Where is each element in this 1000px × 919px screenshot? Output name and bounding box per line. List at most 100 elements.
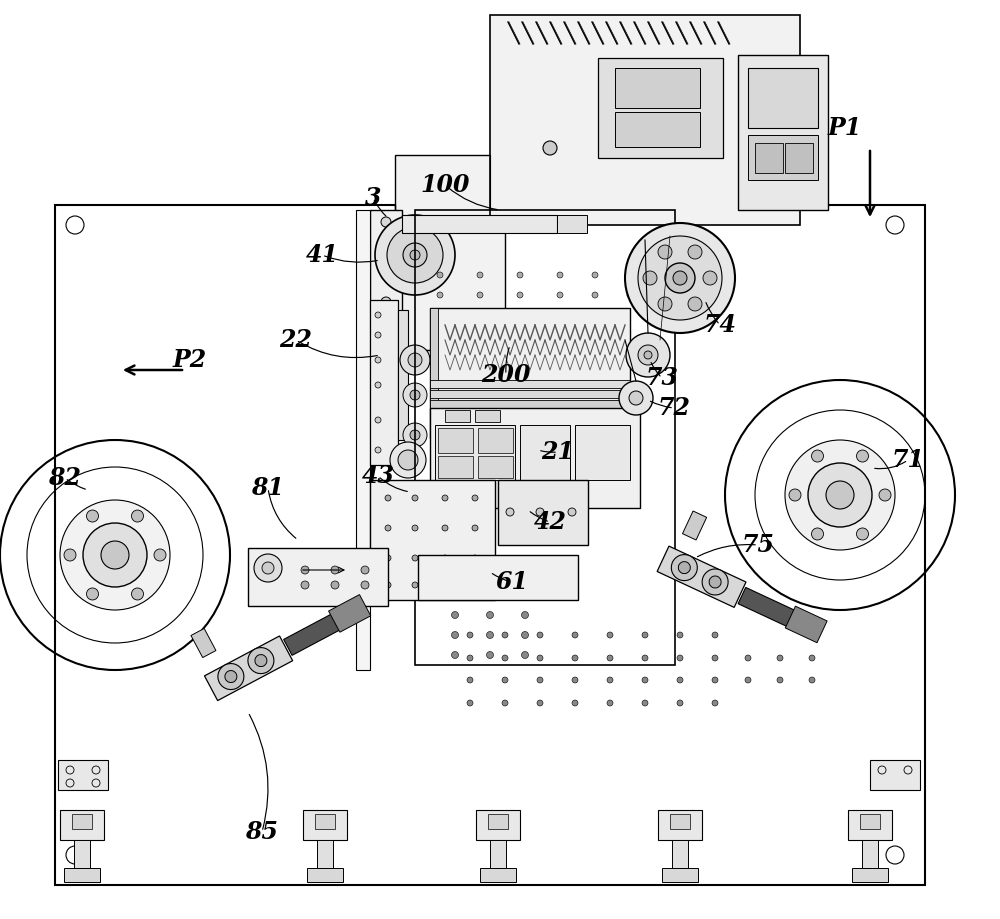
Circle shape bbox=[410, 250, 420, 260]
Circle shape bbox=[477, 292, 483, 298]
Bar bbox=[615, 68, 700, 108]
Text: 43: 43 bbox=[362, 464, 394, 488]
Circle shape bbox=[777, 677, 783, 683]
Circle shape bbox=[385, 525, 391, 531]
Circle shape bbox=[671, 554, 697, 581]
Circle shape bbox=[607, 677, 613, 683]
Circle shape bbox=[390, 442, 426, 478]
Bar bbox=[435, 425, 515, 480]
Circle shape bbox=[442, 582, 448, 588]
Circle shape bbox=[400, 345, 430, 375]
Bar bbox=[307, 868, 343, 882]
Bar bbox=[860, 814, 880, 829]
Bar bbox=[615, 112, 700, 147]
Bar bbox=[520, 425, 570, 480]
Bar bbox=[478, 428, 513, 453]
Circle shape bbox=[537, 677, 543, 683]
Bar bbox=[58, 760, 108, 790]
Circle shape bbox=[486, 652, 494, 659]
Circle shape bbox=[218, 664, 244, 689]
Bar bbox=[370, 480, 495, 600]
Circle shape bbox=[557, 272, 563, 278]
Bar bbox=[658, 810, 702, 840]
Text: 71: 71 bbox=[892, 448, 924, 472]
Circle shape bbox=[808, 463, 872, 527]
Circle shape bbox=[658, 245, 672, 259]
Circle shape bbox=[225, 671, 237, 683]
Circle shape bbox=[262, 562, 274, 574]
Circle shape bbox=[572, 655, 578, 661]
Text: P1: P1 bbox=[828, 116, 862, 140]
Circle shape bbox=[607, 632, 613, 638]
Circle shape bbox=[688, 297, 702, 311]
Circle shape bbox=[452, 611, 458, 618]
Circle shape bbox=[812, 450, 824, 462]
Circle shape bbox=[789, 489, 801, 501]
Text: 100: 100 bbox=[420, 173, 470, 197]
Circle shape bbox=[856, 528, 868, 540]
Circle shape bbox=[809, 677, 815, 683]
Circle shape bbox=[375, 312, 381, 318]
Circle shape bbox=[643, 271, 657, 285]
Circle shape bbox=[537, 655, 543, 661]
Circle shape bbox=[536, 508, 544, 516]
Circle shape bbox=[592, 272, 598, 278]
Circle shape bbox=[467, 700, 473, 706]
Bar bbox=[356, 210, 370, 670]
Bar bbox=[418, 555, 578, 600]
Circle shape bbox=[248, 648, 274, 674]
Circle shape bbox=[385, 555, 391, 561]
Bar bbox=[204, 636, 293, 700]
Circle shape bbox=[467, 655, 473, 661]
Bar bbox=[74, 840, 90, 868]
Circle shape bbox=[412, 582, 418, 588]
Text: 22: 22 bbox=[280, 328, 312, 352]
Bar bbox=[317, 840, 333, 868]
Bar bbox=[395, 155, 505, 350]
Circle shape bbox=[777, 655, 783, 661]
Bar bbox=[438, 428, 473, 453]
Bar bbox=[430, 308, 630, 438]
Circle shape bbox=[408, 353, 422, 367]
Circle shape bbox=[486, 631, 494, 639]
Circle shape bbox=[856, 450, 868, 462]
Circle shape bbox=[572, 700, 578, 706]
Circle shape bbox=[412, 495, 418, 501]
Bar bbox=[430, 308, 438, 438]
Circle shape bbox=[486, 611, 494, 618]
Circle shape bbox=[375, 332, 381, 338]
Circle shape bbox=[572, 677, 578, 683]
Circle shape bbox=[385, 582, 391, 588]
Circle shape bbox=[522, 652, 528, 659]
Circle shape bbox=[625, 223, 735, 333]
Bar bbox=[682, 511, 707, 540]
Circle shape bbox=[812, 528, 824, 540]
Bar bbox=[475, 410, 500, 422]
Circle shape bbox=[403, 243, 427, 267]
Circle shape bbox=[665, 263, 695, 293]
Circle shape bbox=[403, 383, 427, 407]
Circle shape bbox=[472, 525, 478, 531]
Circle shape bbox=[442, 525, 448, 531]
Bar bbox=[72, 814, 92, 829]
Bar bbox=[575, 425, 630, 480]
Circle shape bbox=[619, 381, 653, 415]
Circle shape bbox=[785, 440, 895, 550]
Bar bbox=[480, 868, 516, 882]
Circle shape bbox=[607, 655, 613, 661]
Circle shape bbox=[452, 652, 458, 659]
Circle shape bbox=[381, 375, 391, 385]
Bar bbox=[557, 215, 587, 233]
Circle shape bbox=[101, 541, 129, 569]
Circle shape bbox=[403, 423, 427, 447]
Text: 3: 3 bbox=[365, 186, 381, 210]
Circle shape bbox=[60, 500, 170, 610]
Circle shape bbox=[712, 677, 718, 683]
Circle shape bbox=[688, 245, 702, 259]
Bar bbox=[430, 408, 640, 508]
Text: P2: P2 bbox=[173, 348, 207, 372]
Circle shape bbox=[86, 510, 98, 522]
Circle shape bbox=[658, 297, 672, 311]
Text: 74: 74 bbox=[704, 313, 736, 337]
Circle shape bbox=[442, 495, 448, 501]
